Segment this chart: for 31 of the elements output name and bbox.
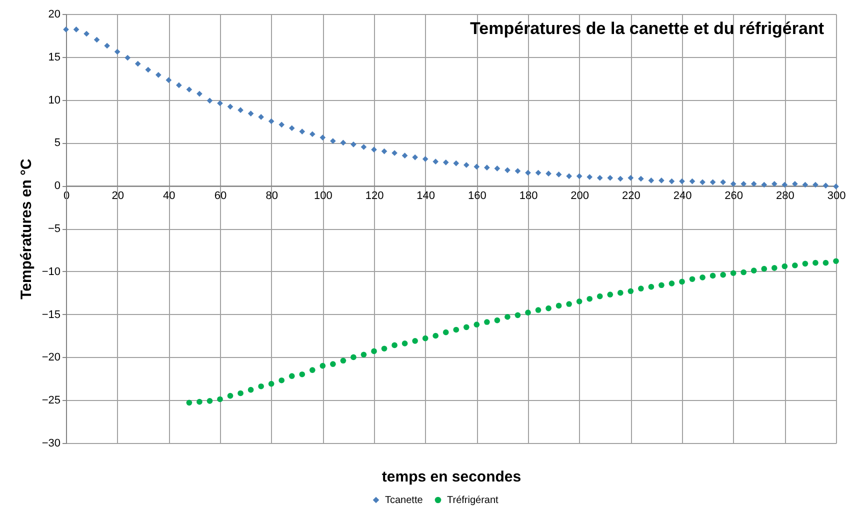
x-tick-label: 120 (365, 190, 384, 202)
x-tick-label: 220 (622, 190, 640, 202)
y-tick-label: 10 (48, 94, 60, 106)
y-tick-label: 5 (54, 137, 60, 150)
x-axis-title: temps en secondes (382, 468, 522, 486)
y-tick-label: −20 (42, 352, 60, 364)
legend-label: Tcanette (385, 495, 424, 506)
x-tick-label: 60 (214, 190, 227, 202)
x-tick-label: 80 (266, 190, 278, 202)
y-tick-label: −25 (42, 394, 60, 407)
y-tick-label: −10 (42, 266, 60, 278)
x-tick-label: 200 (570, 190, 590, 202)
x-tick-label: 40 (163, 190, 176, 202)
x-tick-label: 100 (314, 190, 332, 202)
y-tick-label: −5 (48, 223, 60, 235)
legend-label: Tréfrigérant (447, 495, 499, 506)
y-tick-label: 0 (54, 180, 60, 192)
y-tick-label: 15 (48, 51, 60, 64)
x-tick-label: 20 (112, 190, 124, 202)
y-tick-label: −30 (42, 438, 60, 450)
x-tick-label: 160 (468, 190, 486, 202)
x-tick-label: 240 (673, 190, 692, 202)
x-tick-label: 280 (776, 190, 794, 202)
x-tick-label: 260 (724, 190, 744, 202)
chart-title: Températures de la canette et du réfrigérant (470, 19, 824, 38)
y-axis-title: Températures en °C (18, 158, 35, 300)
x-tick-label: 140 (416, 190, 436, 202)
y-tick-label: −15 (42, 308, 60, 321)
x-tick-label: 180 (519, 190, 538, 202)
y-tick-label: 20 (48, 8, 60, 20)
x-tick-label: 300 (827, 190, 846, 202)
